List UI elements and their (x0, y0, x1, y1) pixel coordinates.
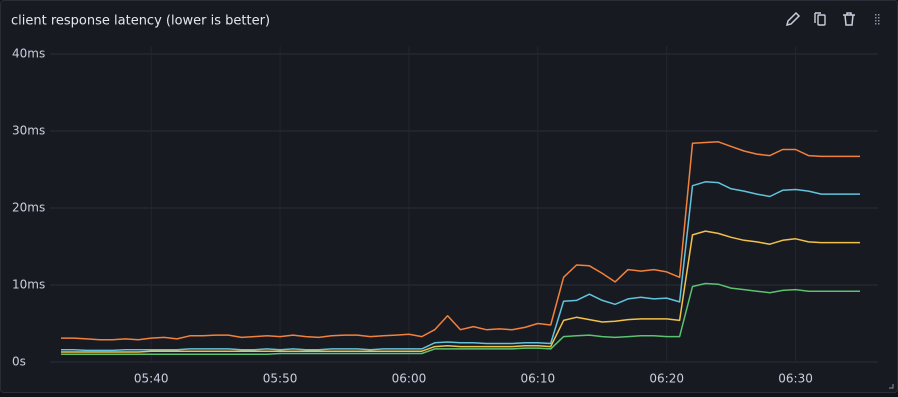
x-tick-label: 06:20 (649, 372, 684, 386)
resize-handle[interactable] (889, 384, 894, 389)
y-tick-label: 40ms (12, 47, 45, 61)
series-line (61, 141, 860, 341)
x-tick-label: 05:50 (263, 372, 298, 386)
x-tick-label: 06:10 (521, 372, 556, 386)
panel-title: client response latency (lower is better… (11, 14, 270, 29)
edit-icon[interactable] (785, 11, 801, 27)
x-tick-label: 05:40 (134, 372, 169, 386)
y-tick-label: 30ms (12, 124, 45, 138)
series-line (61, 230, 860, 353)
drag-handle[interactable] (875, 14, 880, 25)
x-tick-label: 06:30 (778, 372, 813, 386)
duplicate-icon[interactable] (814, 12, 826, 26)
y-tick-label: 0s (12, 355, 26, 369)
y-tick-label: 20ms (12, 201, 45, 215)
plot-area: 0s 10ms 20ms 30ms 40ms 05:40 05:50 06:00 06:10 06… (12, 46, 878, 386)
delete-icon[interactable] (843, 12, 855, 26)
series-line (61, 282, 860, 356)
series-line (61, 181, 860, 352)
x-tick-label: 06:00 (392, 372, 427, 386)
y-tick-label: 10ms (12, 278, 45, 292)
